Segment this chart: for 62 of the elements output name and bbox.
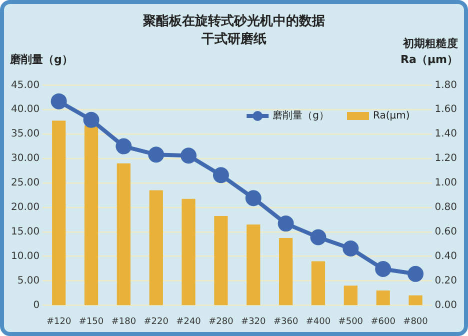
x-tick-label: #120 xyxy=(46,316,72,327)
y-tick-label: 10.00 xyxy=(10,250,40,262)
x-tick-label: #800 xyxy=(403,316,428,327)
y2-tick-label: 0.80 xyxy=(434,202,457,214)
chart-subtitle: 干式研磨纸 xyxy=(200,30,266,47)
y-tick-label: 15.00 xyxy=(10,226,40,238)
point xyxy=(342,240,359,256)
y-tick-label: 40.00 xyxy=(10,104,40,116)
point xyxy=(50,93,67,110)
bar xyxy=(149,190,163,306)
x-tick-label: #150 xyxy=(78,316,104,327)
point xyxy=(245,190,262,206)
bar xyxy=(52,120,66,306)
bar xyxy=(246,224,260,306)
bar xyxy=(182,198,196,306)
y2-tick-label: 0.40 xyxy=(434,250,457,262)
point xyxy=(83,112,100,128)
bar xyxy=(214,216,228,306)
x-tick-label: #240 xyxy=(176,316,202,327)
y2-tick-label: 0.20 xyxy=(434,275,457,286)
y2-axis-title: 初期粗糙度 Ra（μm） xyxy=(400,37,458,66)
point xyxy=(180,148,197,164)
bar xyxy=(376,290,390,306)
y-tick-label: 0 xyxy=(33,300,40,311)
y-tick-label: 45.00 xyxy=(10,80,40,91)
point xyxy=(116,138,132,154)
legend-label: Ra(μm) xyxy=(372,110,410,122)
y2-tick-label: 1.40 xyxy=(434,128,457,140)
y-tick-label: 5.00 xyxy=(17,275,40,286)
y-tick-label: 30.00 xyxy=(10,153,40,164)
bar xyxy=(116,163,130,306)
x-tick-label: #500 xyxy=(338,316,364,327)
point xyxy=(278,216,294,232)
x-tick-label: #280 xyxy=(208,316,234,327)
x-tick-label: #320 xyxy=(241,316,266,327)
y2-tick-label: 0.00 xyxy=(434,300,457,311)
y2-tick-label: 0.60 xyxy=(434,226,457,238)
legend-label: 磨削量（g） xyxy=(272,110,329,122)
point xyxy=(148,146,164,163)
x-tick-label: #360 xyxy=(273,316,298,327)
y2-tick-label: 1.80 xyxy=(434,80,457,91)
x-tick-label: #400 xyxy=(306,316,331,327)
x-tick-label: #220 xyxy=(144,316,169,327)
y-axis-title: 磨削量（g） xyxy=(9,53,73,66)
y-tick-label: 35.00 xyxy=(10,128,40,140)
y2-tick-label: 1.00 xyxy=(434,178,457,189)
bar xyxy=(311,261,326,306)
bar xyxy=(84,126,98,306)
y-tick-label: 20.00 xyxy=(10,202,40,214)
chart-title: 聚酯板在旋转式砂光机中的数据 xyxy=(142,13,325,30)
y2-tick-label: 1.60 xyxy=(434,104,457,116)
x-tick-label: #180 xyxy=(111,316,136,327)
y2-tick-label: 1.20 xyxy=(434,153,457,164)
point xyxy=(310,229,326,246)
point xyxy=(212,167,229,184)
point xyxy=(408,266,424,282)
x-tick-label: #600 xyxy=(370,316,396,327)
bar xyxy=(408,295,422,306)
point xyxy=(375,261,392,278)
bar xyxy=(344,286,358,306)
bar xyxy=(279,238,293,306)
y-tick-label: 25.00 xyxy=(10,178,40,189)
